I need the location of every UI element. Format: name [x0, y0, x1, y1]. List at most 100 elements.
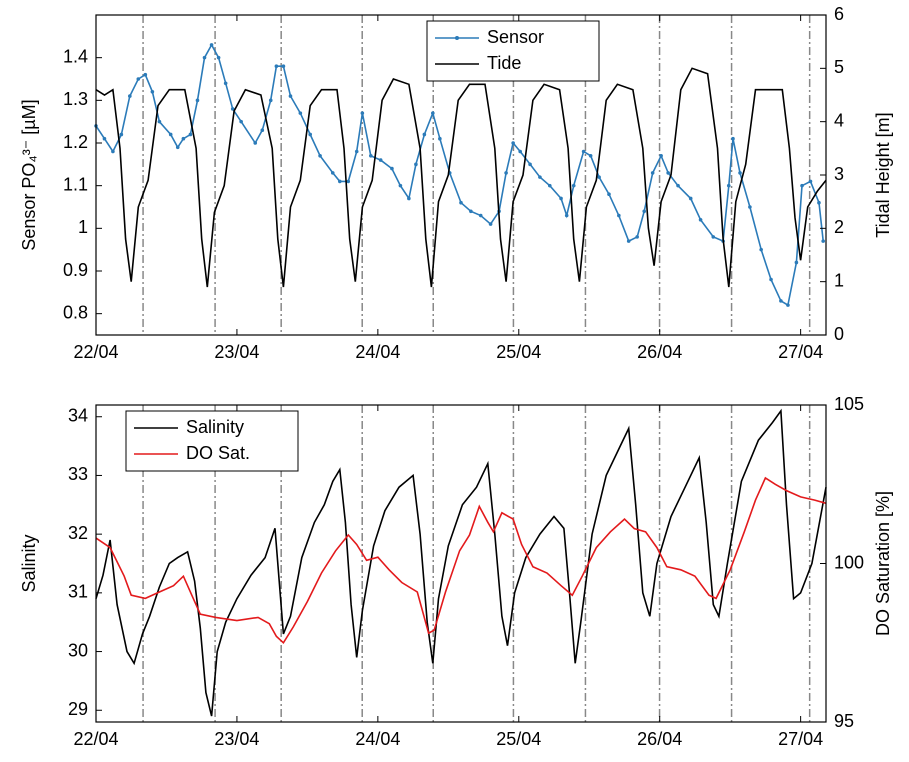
y2-tick-label: 6 [834, 4, 844, 24]
series-marker [136, 77, 141, 81]
x-tick-label: 25/04 [496, 342, 541, 362]
series-marker [588, 154, 593, 158]
series-marker [188, 132, 193, 137]
series-marker [422, 132, 427, 137]
series-marker [635, 235, 639, 239]
series-marker [102, 136, 107, 141]
series-marker [794, 260, 799, 265]
legend-marker [455, 36, 459, 40]
y-tick-label: 34 [68, 405, 88, 425]
series-marker [469, 209, 473, 214]
series-marker [378, 158, 383, 162]
series-marker [528, 162, 532, 167]
series-marker [431, 111, 435, 115]
legend-box [426, 20, 600, 82]
y-tick-label: 1.4 [63, 46, 88, 66]
series-marker [511, 141, 515, 145]
series-marker [407, 196, 411, 201]
series-marker [274, 64, 279, 68]
y2-tick-label: 3 [834, 164, 844, 184]
y2-axis-label: Tidal Height [m] [873, 112, 893, 237]
x-tick-label: 27/04 [778, 342, 823, 362]
series-marker [459, 200, 463, 205]
series-marker [478, 213, 483, 218]
y2-tick-label: 105 [834, 394, 864, 414]
y-tick-label: 1.1 [63, 174, 88, 194]
series-marker [786, 303, 790, 307]
series-marker [128, 94, 132, 98]
series-line [95, 67, 827, 288]
series-marker [298, 111, 303, 115]
series-marker [288, 94, 293, 98]
y-tick-label: 1.3 [63, 89, 88, 109]
y-tick-label: 30 [68, 640, 88, 660]
x-tick-label: 22/04 [73, 729, 118, 749]
y-tick-label: 0.9 [63, 260, 88, 280]
y-axis-label: Sensor PO₄³⁻ [µM] [19, 99, 39, 250]
legend: Salinity DO Sat. [125, 410, 299, 472]
x-tick-label: 22/04 [73, 342, 118, 362]
subplot: 22/04 23/04 24/04 25/04 26/04 27/04 29 30 31 32 33… [19, 394, 893, 749]
series-marker [360, 111, 365, 115]
y-tick-label: 1 [78, 217, 88, 237]
y-tick-label: 31 [68, 582, 88, 602]
series-marker [209, 43, 214, 47]
series-marker [559, 196, 563, 201]
series-line [95, 408, 827, 717]
x-tick-label: 23/04 [214, 729, 259, 749]
series-marker [354, 149, 359, 154]
series-marker [504, 171, 508, 175]
series-marker [817, 200, 821, 205]
series-marker [216, 55, 221, 60]
series-marker [398, 183, 403, 188]
x-tick-label: 27/04 [778, 729, 823, 749]
legend-label: Salinity [186, 417, 244, 437]
series-marker [597, 175, 601, 179]
series-marker [338, 179, 342, 184]
subplot: 22/04 23/04 24/04 25/04 26/04 27/04 0.8 0.9 1 1.1… [19, 4, 893, 362]
series-marker [281, 64, 286, 68]
series-marker [119, 132, 124, 137]
series-marker [157, 119, 162, 124]
series-marker [253, 141, 258, 145]
series-marker [698, 218, 703, 222]
series-marker [676, 183, 680, 188]
series-marker [711, 235, 716, 239]
y2-tick-label: 95 [834, 711, 854, 731]
series-marker [564, 213, 569, 218]
series-marker [731, 136, 735, 141]
series-marker [726, 183, 731, 188]
series-marker [181, 136, 186, 141]
series-marker [438, 136, 442, 141]
x-tick-label: 26/04 [637, 342, 682, 362]
y-axis-label: Salinity [19, 534, 39, 592]
x-tick-label: 24/04 [355, 729, 400, 749]
series-marker [414, 162, 418, 167]
series-marker [650, 171, 655, 175]
series-marker [821, 239, 825, 243]
series-marker [808, 179, 813, 184]
series-marker [330, 171, 335, 175]
legend: Sensor Tide [426, 20, 600, 82]
y2-tick-label: 2 [834, 217, 844, 237]
series-marker [547, 183, 552, 188]
series-marker [759, 247, 763, 252]
series-marker [688, 196, 693, 201]
series-marker [659, 154, 663, 158]
y2-tick-label: 1 [834, 270, 844, 290]
series-marker [642, 209, 647, 214]
legend-label: Tide [487, 53, 521, 73]
y-tick-label: 1.2 [63, 132, 88, 152]
series-marker [538, 175, 542, 179]
legend-label: Sensor [487, 27, 544, 47]
y2-tick-label: 5 [834, 57, 844, 77]
series-marker [769, 277, 773, 282]
series-marker [318, 154, 322, 158]
series-marker [390, 166, 394, 171]
legend-box [125, 410, 299, 472]
series-marker [308, 132, 313, 137]
y2-axis-label: DO Saturation [%] [873, 491, 893, 636]
series-marker [800, 183, 804, 188]
series-marker [143, 72, 148, 77]
